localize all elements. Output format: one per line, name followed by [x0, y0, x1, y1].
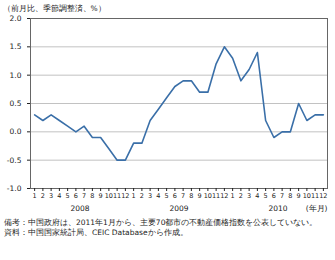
svg-text:5: 5 [264, 192, 268, 200]
svg-text:2010: 2010 [268, 204, 287, 213]
svg-text:2: 2 [41, 192, 45, 200]
svg-text:10: 10 [204, 192, 212, 200]
svg-text:-1.0: -1.0 [7, 184, 22, 193]
svg-text:3: 3 [49, 192, 53, 200]
svg-text:-0.5: -0.5 [7, 156, 22, 165]
svg-text:5: 5 [165, 192, 169, 200]
svg-text:7: 7 [82, 192, 86, 200]
svg-text:2009: 2009 [169, 204, 188, 213]
svg-text:11: 11 [311, 192, 319, 200]
svg-text:12: 12 [319, 192, 327, 200]
svg-text:6: 6 [74, 192, 78, 200]
html-text:備考：中国政府は、2011年1月から、主要70都市の不動産価: 備考：中国政府は、2011年1月から、主要70都市の不動産価格指数を公表していな… [4, 218, 318, 227]
svg-text:4: 4 [156, 192, 160, 200]
svg-text:6: 6 [173, 192, 177, 200]
svg-text:12: 12 [121, 192, 129, 200]
svg-text:4: 4 [57, 192, 61, 200]
svg-text:2: 2 [140, 192, 144, 200]
svg-text:12: 12 [220, 192, 228, 200]
svg-text:1.0: 1.0 [10, 71, 22, 80]
svg-text:0.5: 0.5 [10, 99, 22, 108]
svg-text:6: 6 [272, 192, 276, 200]
svg-text:1.5: 1.5 [10, 42, 22, 51]
svg-text:2: 2 [239, 192, 243, 200]
svg-text:1: 1 [33, 192, 37, 200]
svg-text:8: 8 [189, 192, 193, 200]
svg-text:9: 9 [198, 192, 202, 200]
svg-text:3: 3 [148, 192, 152, 200]
svg-text:0.0: 0.0 [10, 127, 22, 136]
svg-text:5: 5 [66, 192, 70, 200]
svg-text:11: 11 [113, 192, 121, 200]
svg-text:9: 9 [297, 192, 301, 200]
svg-text:10: 10 [303, 192, 311, 200]
svg-text:3: 3 [247, 192, 251, 200]
svg-text:7: 7 [181, 192, 185, 200]
svg-text:8: 8 [288, 192, 292, 200]
svg-text:2008: 2008 [70, 204, 89, 213]
svg-text:2.0: 2.0 [10, 14, 22, 23]
svg-text:10: 10 [105, 192, 113, 200]
svg-text:11: 11 [212, 192, 220, 200]
svg-text:7: 7 [280, 192, 284, 200]
svg-text:1: 1 [231, 192, 235, 200]
svg-text:8: 8 [90, 192, 94, 200]
svg-text:9: 9 [99, 192, 103, 200]
html-text:資料：中国国家統計局、CEIC Databaseから作成。: 資料：中国国家統計局、CEIC Databaseから作成。 [4, 228, 188, 237]
svg-text:（前月比、季節調整済、%）: （前月比、季節調整済、%） [3, 4, 106, 13]
svg-text:1: 1 [132, 192, 136, 200]
svg-text:4: 4 [255, 192, 259, 200]
svg-text:(年月): (年月) [306, 204, 328, 213]
